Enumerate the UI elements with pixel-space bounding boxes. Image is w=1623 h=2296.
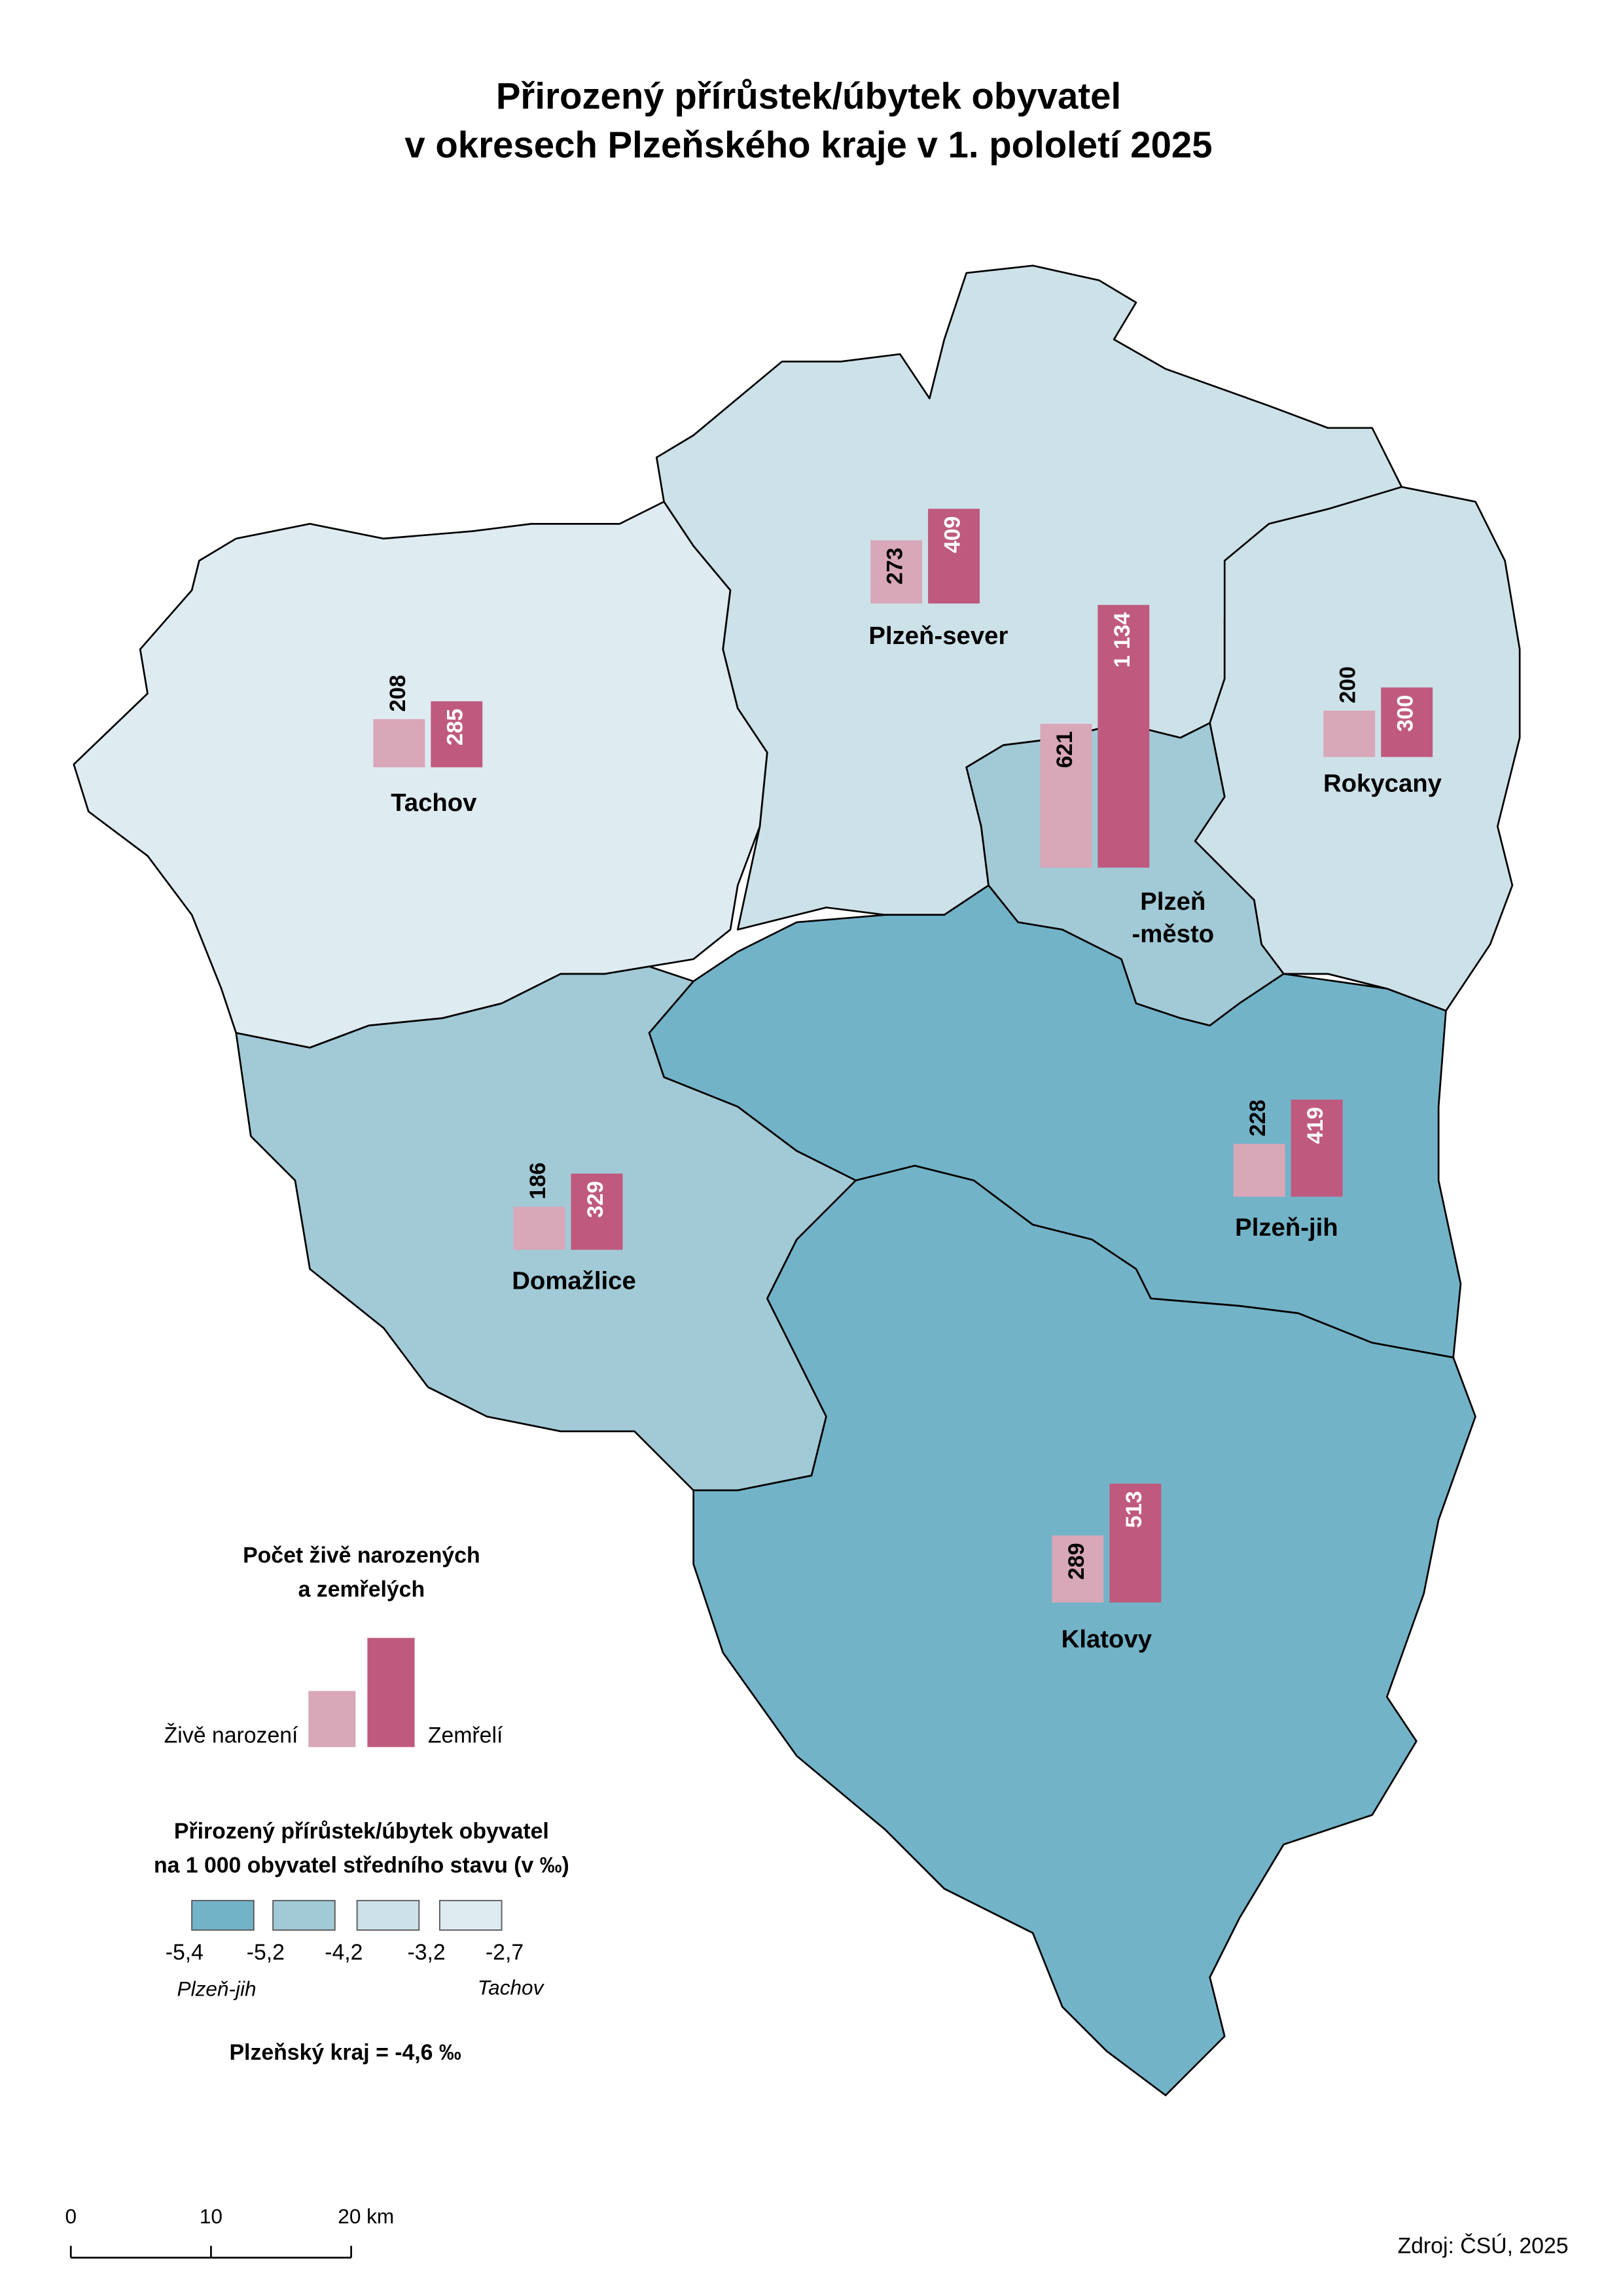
legend-class (191, 1899, 255, 1931)
legend-class (272, 1899, 336, 1931)
legend-class (356, 1899, 420, 1931)
bar-label: 186 (526, 1162, 550, 1199)
district-name: Plzeň-sever (868, 622, 1008, 650)
deaths-bar (1109, 1483, 1162, 1603)
births-bar (870, 540, 923, 604)
legend-title: na 1 000 obyvatel středního stavu (v ‰) (154, 1853, 569, 1878)
bar-label: 208 (385, 675, 410, 711)
scale-label: 10 (200, 2204, 223, 2228)
births-bar (1233, 1143, 1285, 1197)
bar-label: 289 (1064, 1543, 1089, 1579)
district-name: Domažlice (512, 1266, 636, 1295)
bar-label: 621 (1052, 731, 1077, 768)
legend-break: -2,7 (486, 1940, 524, 1965)
births-bar (1052, 1535, 1104, 1603)
bar-label: 513 (1122, 1491, 1147, 1528)
deaths-bar (431, 701, 483, 768)
legend-title: a zemřelých (298, 1577, 425, 1602)
legend-label: Zemřelí (428, 1723, 503, 1748)
district-name: Klatovy (1061, 1625, 1152, 1653)
deaths-bar (1381, 687, 1433, 757)
scale-label: 20 km (338, 2204, 394, 2228)
scale-label: 0 (65, 2204, 77, 2228)
bar-label: 200 (1336, 666, 1361, 703)
legend-break: -3,2 (407, 1940, 445, 1965)
legend-title: Počet živě narozených (243, 1543, 480, 1568)
scale-bar (69, 2246, 352, 2259)
legend-swatch (367, 1638, 415, 1748)
legend-note: Plzeň-jih (177, 1977, 257, 2001)
deaths-bar (928, 509, 980, 604)
legend-note: Tachov (478, 1975, 545, 1999)
district-area (692, 1164, 1476, 2096)
district-name: -město (1132, 920, 1215, 948)
legend-break: -4,2 (325, 1940, 363, 1965)
bar-label: 300 (1393, 695, 1418, 732)
district-name: Tachov (391, 789, 477, 817)
births-bar (373, 719, 425, 768)
legend-swatch (308, 1691, 356, 1748)
legend-label: Živě narození (164, 1723, 298, 1748)
births-bar (1323, 710, 1376, 757)
deaths-bar (1097, 605, 1150, 868)
source: Zdroj: ČSÚ, 2025 (1397, 2234, 1568, 2259)
births-bar (513, 1206, 565, 1250)
bars: 208 285 Tachov 273 409 Plzeň-sever 621 1 134 Plz… (373, 509, 1442, 1653)
deaths-bar (571, 1174, 623, 1250)
bar-label: 228 (1245, 1100, 1270, 1136)
region-total: Plzeňský kraj = -4,6 ‰ (230, 2040, 461, 2065)
legend-title: Přirozený přírůstek/úbytek obyvatel (174, 1819, 549, 1844)
births-bar (1040, 723, 1092, 868)
district-name: Plzeň-jih (1235, 1213, 1338, 1242)
legend-break: -5,2 (247, 1940, 285, 1965)
bar-label: 273 (883, 548, 908, 584)
bar-label: 285 (443, 709, 468, 745)
bar-label: 329 (583, 1181, 608, 1217)
bar-label: 1 134 (1110, 612, 1135, 668)
title: v okresech Plzeňského kraje v 1. pololet… (404, 124, 1212, 165)
district-name: Plzeň (1140, 888, 1205, 916)
bar-label: 409 (940, 516, 965, 553)
legend-break: -5,4 (166, 1940, 204, 1965)
legend-class (438, 1899, 503, 1931)
district-name: Rokycany (1323, 770, 1442, 798)
deaths-bar (1291, 1100, 1343, 1197)
title: Přirozený přírůstek/úbytek obyvatel (496, 75, 1121, 117)
bar-label: 419 (1303, 1107, 1328, 1143)
